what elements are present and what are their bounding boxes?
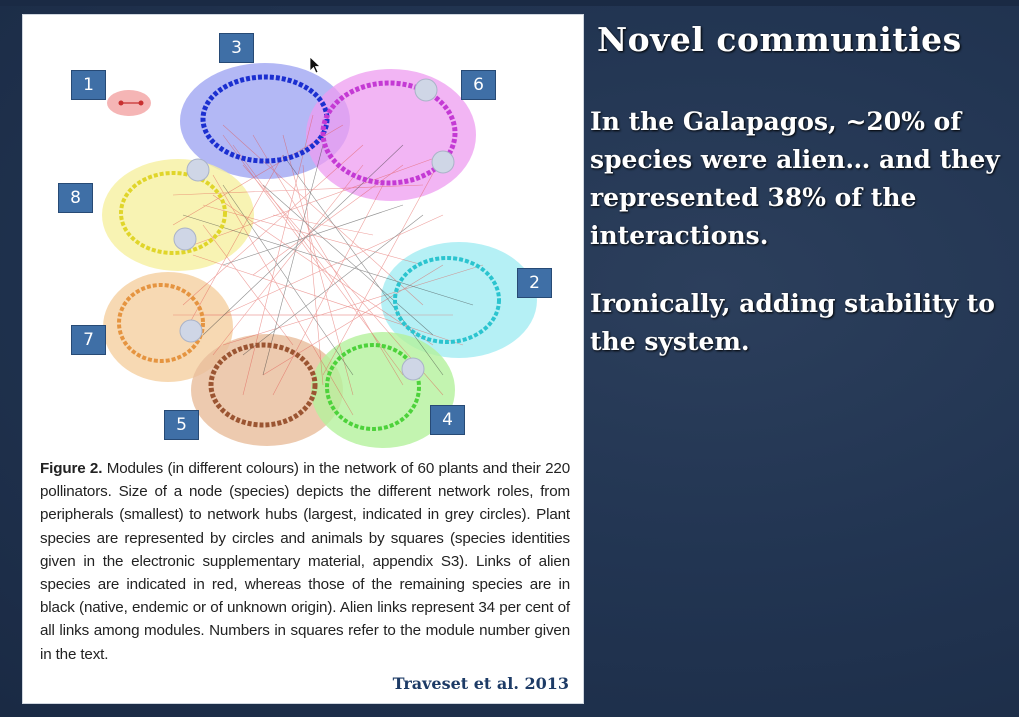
figure-credit: Traveset et al. 2013 [392,674,569,693]
module-label-5: 5 [164,410,199,440]
module-1-nodes [118,100,144,106]
module-2-blob [381,242,537,358]
module-label-2: 2 [517,268,552,298]
module-label-7: 7 [71,325,106,355]
network-figure [102,63,537,448]
module-5-blob [191,334,343,446]
module-5-ring [208,342,318,428]
module-8-ring [119,171,227,255]
module-6-blob [306,69,476,201]
module-4-ring [325,343,421,431]
mouse-cursor-icon [309,56,321,74]
module-7-blob [103,272,233,382]
caption-text: Modules (in different colours) in the ne… [40,460,570,663]
hub-nodes [173,78,455,381]
slide-title: Novel communities [597,20,962,59]
module-label-4: 4 [430,405,465,435]
figure-panel: 1 3 6 8 2 7 5 4 Figure 2. Modules (in di… [22,14,584,704]
module-8-blob [102,159,254,271]
figure-caption: Figure 2. Modules (in different colours)… [40,457,570,666]
module-label-1: 1 [71,70,106,100]
module-2-ring [393,256,501,344]
slide-paragraph-2: Ironically, adding stability to the syst… [590,289,995,356]
module-label-8: 8 [58,183,93,213]
caption-label: Figure 2. [40,460,103,477]
module-label-6: 6 [461,70,496,100]
module-label-3: 3 [219,33,254,63]
top-bar [0,0,1019,6]
slide-paragraph-1: In the Galapagos, ~20% of species were a… [590,107,1000,250]
module-6-ring [320,80,458,186]
module-3-ring [200,74,330,164]
module-7-ring [117,283,205,363]
